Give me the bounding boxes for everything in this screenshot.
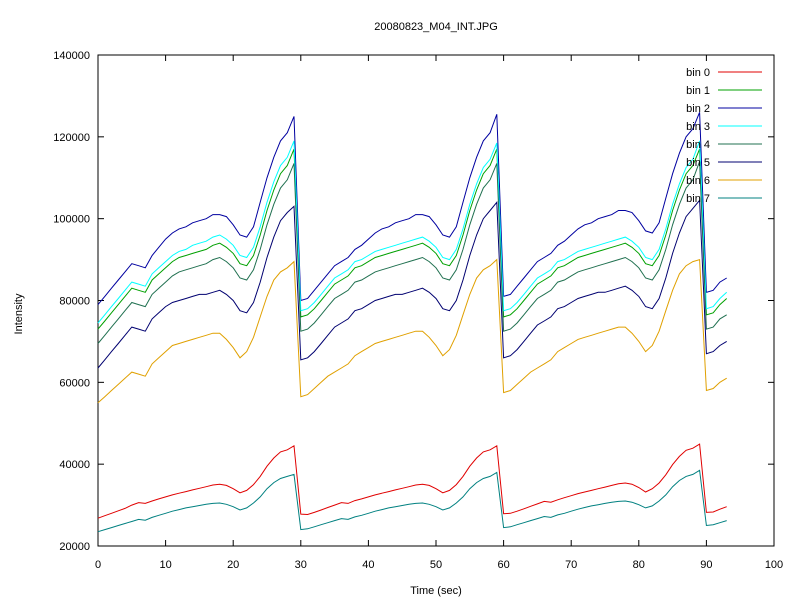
- series-line-bin-3: [97, 140, 728, 324]
- legend-label: bin 5: [686, 157, 710, 169]
- legend-label: bin 4: [686, 139, 710, 151]
- series-layer: [97, 112, 728, 533]
- x-axis-label: Time (sec): [410, 585, 462, 597]
- x-tick-label: 20: [227, 559, 239, 571]
- series-line-bin-7: [97, 469, 727, 533]
- x-tick-label: 60: [497, 559, 509, 571]
- y-tick-label: 40000: [59, 459, 90, 471]
- legend-label: bin 2: [686, 103, 710, 115]
- x-tick-label: 50: [430, 559, 442, 571]
- x-tick-label: 80: [633, 559, 645, 571]
- series-line-bin-6: [97, 258, 727, 404]
- series-line-bin-0: [97, 443, 727, 519]
- x-tick-label: 0: [95, 559, 101, 571]
- chart-title: 20080823_M04_INT.JPG: [374, 21, 498, 33]
- x-tick-label: 40: [362, 559, 374, 571]
- series-line-bin-4: [97, 161, 727, 344]
- plot-frame: [97, 54, 775, 547]
- legend-label: bin 7: [686, 193, 710, 205]
- legend-label: bin 0: [686, 67, 710, 79]
- x-tick-label: 90: [700, 559, 712, 571]
- y-tick-label: 120000: [53, 132, 90, 144]
- x-tick-label: 10: [159, 559, 171, 571]
- x-tick-label: 30: [295, 559, 307, 571]
- y-tick-label: 80000: [59, 296, 90, 308]
- x-tick-label: 70: [565, 559, 577, 571]
- y-tick-label: 20000: [59, 541, 90, 553]
- y-tick-label: 100000: [53, 214, 90, 226]
- legend-label: bin 3: [686, 121, 710, 133]
- y-axis-label: Intensity: [13, 293, 25, 334]
- series-line-bin-5: [97, 198, 727, 369]
- x-tick-label: 100: [765, 559, 783, 571]
- y-tick-label: 60000: [59, 377, 90, 389]
- series-line-bin-2: [97, 112, 727, 305]
- legend-label: bin 1: [686, 85, 710, 97]
- legend-label: bin 6: [686, 175, 710, 187]
- legend: bin 0 bin 1 bin 2 bin 3 bin 4 bin 5 bin 6 bin 7: [686, 67, 762, 205]
- axes: 0 10 20 30 40 50 60 70 80 90 100 20000 40000 60000 800…: [53, 50, 783, 571]
- y-tick-label: 140000: [53, 50, 90, 62]
- series-line-bin-1: [97, 148, 728, 330]
